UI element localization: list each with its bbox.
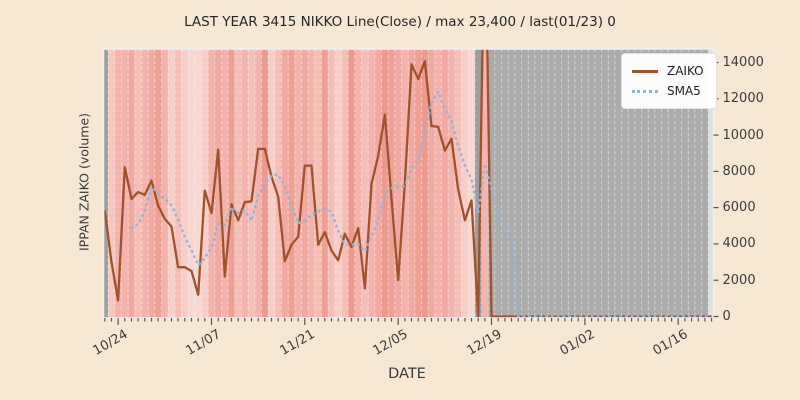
y-tick-label: 2000 [722,272,756,288]
legend: ZAIKO SMA5 [621,53,717,109]
sma-dotted-swatch-icon [632,89,658,93]
legend-item-sma: SMA5 [632,81,704,101]
y-tick-label: 10000 [722,127,764,143]
y-axis-label: IPPAN ZAIKO (volume) [76,112,92,252]
y-tick-label: 14000 [722,55,764,70]
zaiko-line-swatch-icon [632,69,658,73]
y-tick-label: 8000 [722,163,756,179]
y-tick-label: 6000 [722,200,756,216]
x-axis-label: DATE [388,366,426,382]
legend-label-zaiko: ZAIKO [667,64,704,78]
y-tick-label: 0 [722,309,731,324]
y-tick-label: 4000 [722,236,756,252]
legend-item-zaiko: ZAIKO [632,61,704,81]
legend-label-sma: SMA5 [667,84,701,98]
chart-title: LAST YEAR 3415 NIKKO Line(Close) / max 2… [184,14,616,30]
y-tick-label: 12000 [722,91,764,107]
